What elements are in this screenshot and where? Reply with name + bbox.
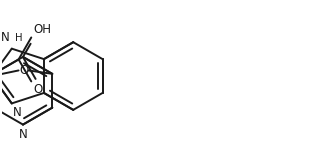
Text: O: O: [19, 64, 28, 77]
Text: OH: OH: [33, 23, 51, 36]
Text: N: N: [19, 128, 27, 141]
Text: N: N: [1, 31, 10, 44]
Text: N: N: [13, 106, 22, 119]
Text: O: O: [33, 83, 42, 96]
Text: H: H: [15, 33, 22, 43]
